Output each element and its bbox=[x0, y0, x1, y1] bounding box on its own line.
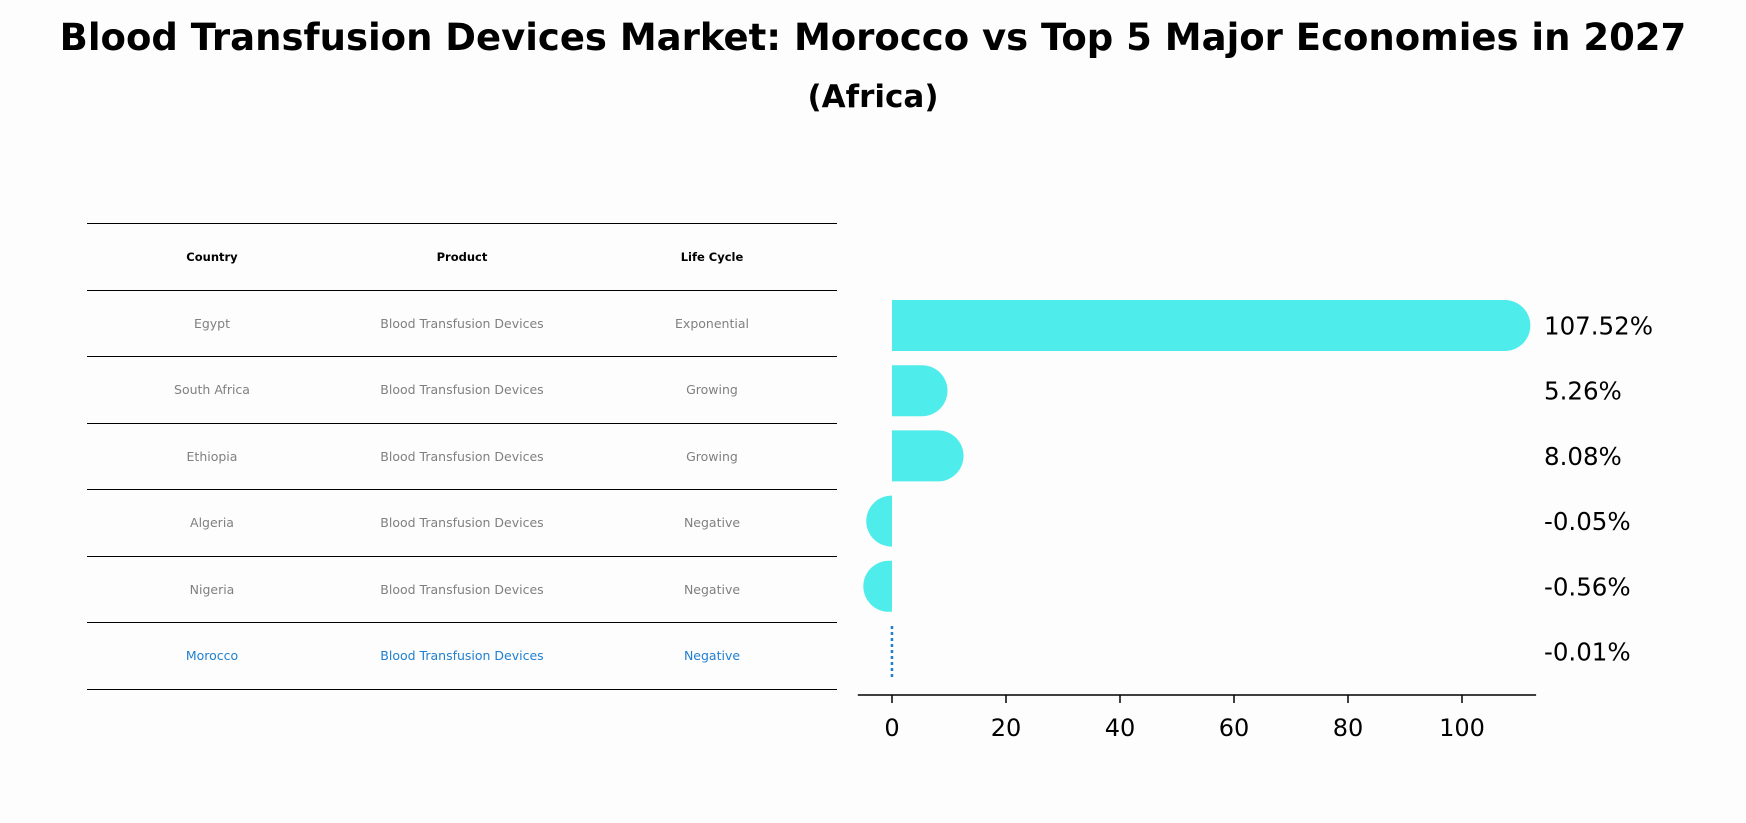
value-label: 8.08% bbox=[1544, 442, 1622, 471]
x-tick-label: 100 bbox=[1439, 714, 1485, 742]
bar-south-africa bbox=[892, 365, 948, 417]
x-tick-label: 20 bbox=[991, 714, 1022, 742]
product-cell: Blood Transfusion Devices bbox=[380, 515, 544, 531]
country-cell: Egypt bbox=[193, 315, 231, 331]
chart-title: Blood Transfusion Devices Market: Morocc… bbox=[59, 16, 1687, 59]
table-row: Ethiopia Blood Transfusion Devices Growi… bbox=[87, 422, 837, 490]
table-row: Egypt Blood Transfusion Devices Exponent… bbox=[87, 289, 837, 357]
table-row: South Africa Blood Transfusion Devices G… bbox=[87, 356, 837, 423]
country-table: Country Product Life Cycle Egypt Blood T… bbox=[87, 223, 837, 690]
value-label: 5.26% bbox=[1544, 377, 1622, 406]
header-country: Country bbox=[186, 249, 238, 264]
product-cell: Blood Transfusion Devices bbox=[380, 581, 544, 597]
life-cycle-cell: Negative bbox=[683, 581, 741, 597]
value-label: -0.01% bbox=[1544, 638, 1631, 667]
value-label: -0.56% bbox=[1544, 572, 1631, 601]
value-label: 107.52% bbox=[1544, 312, 1653, 341]
life-cycle-cell: Growing bbox=[686, 448, 738, 464]
product-cell: Blood Transfusion Devices bbox=[380, 448, 544, 464]
product-cell: Blood Transfusion Devices bbox=[380, 382, 544, 398]
country-cell: South Africa bbox=[174, 382, 250, 398]
country-cell: Morocco bbox=[185, 648, 239, 664]
x-tick-label: 60 bbox=[1219, 714, 1250, 742]
product-cell: Blood Transfusion Devices bbox=[380, 315, 544, 331]
life-cycle-cell: Exponential bbox=[675, 315, 749, 331]
life-cycle-cell: Negative bbox=[683, 648, 741, 664]
table-row: Algeria Blood Transfusion Devices Negati… bbox=[87, 489, 837, 556]
x-tick-label: 80 bbox=[1333, 714, 1364, 742]
x-tick-label: 0 bbox=[884, 714, 899, 742]
bar-ethiopia bbox=[892, 430, 964, 482]
life-cycle-cell: Negative bbox=[683, 515, 741, 531]
bar-algeria bbox=[866, 495, 892, 547]
table-row: Nigeria Blood Transfusion Devices Negati… bbox=[87, 555, 837, 623]
x-tick-label: 40 bbox=[1105, 714, 1136, 742]
country-cell: Nigeria bbox=[189, 581, 235, 597]
table-row-highlighted: Morocco Blood Transfusion Devices Negati… bbox=[87, 622, 837, 690]
bar-egypt bbox=[892, 300, 1531, 351]
product-cell: Blood Transfusion Devices bbox=[380, 648, 544, 664]
chart-subtitle: (Africa) bbox=[807, 79, 939, 115]
table-header-row: Country Product Life Cycle bbox=[87, 223, 837, 290]
country-cell: Algeria bbox=[190, 515, 234, 531]
bar-nigeria bbox=[863, 560, 892, 612]
life-cycle-cell: Growing bbox=[686, 382, 738, 398]
value-label: -0.05% bbox=[1544, 507, 1631, 536]
country-cell: Ethiopia bbox=[186, 448, 238, 464]
header-life-cycle: Life Cycle bbox=[680, 249, 744, 264]
header-product: Product bbox=[436, 249, 488, 264]
